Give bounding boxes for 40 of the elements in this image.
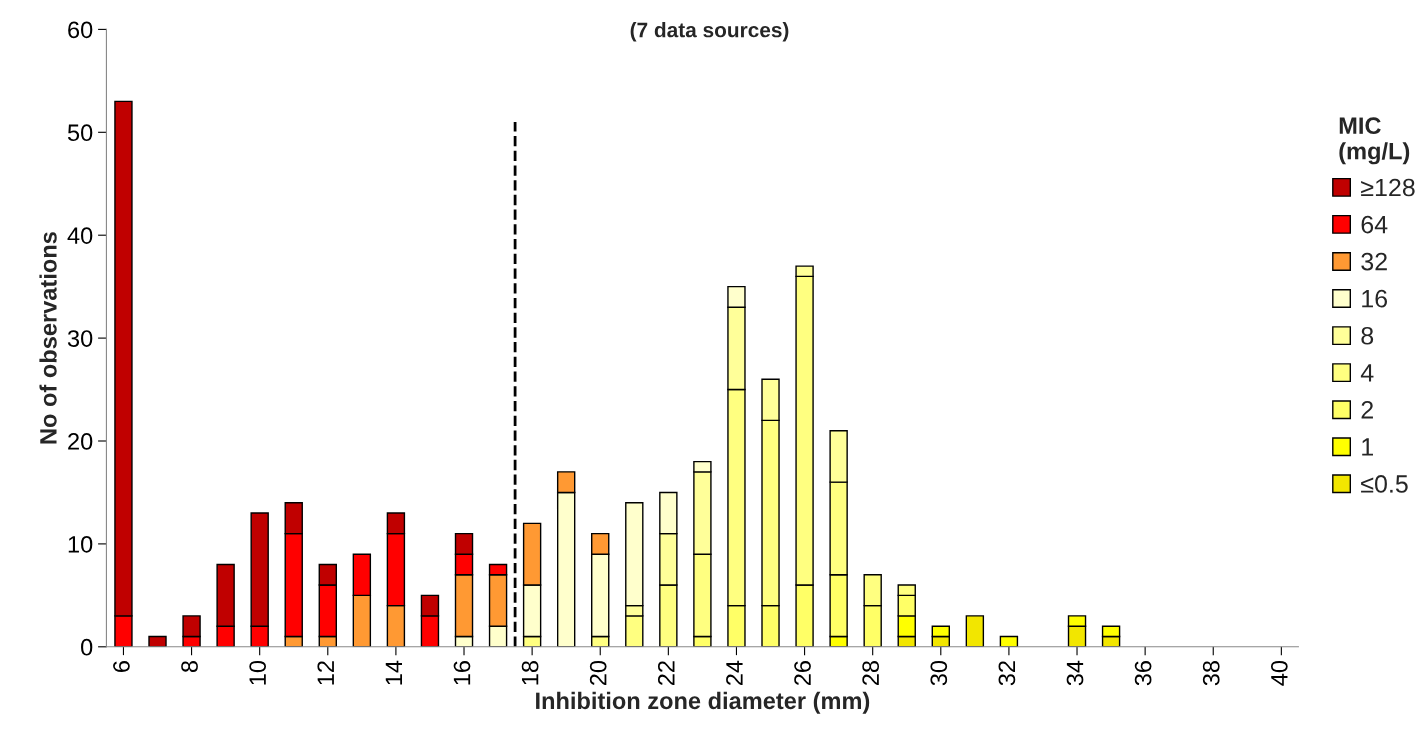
x-tick-label: 36 [1134, 661, 1152, 686]
x-tick-label: 32 [998, 661, 1016, 686]
legend-label: 64 [1361, 215, 1388, 234]
legend-label: 1 [1362, 438, 1373, 456]
x-tick-label: 34 [1066, 660, 1084, 686]
x-tick-label: 30 [930, 660, 948, 686]
legend-title: MIC (mg/L) [1339, 117, 1410, 165]
x-tick-label: 40 [1270, 660, 1288, 686]
y-tick-label: 60 [68, 21, 93, 39]
x-tick-label: 28 [862, 661, 880, 686]
y-tick-label: 50 [67, 124, 93, 142]
x-tick-label: 24 [726, 660, 743, 686]
x-tick-label: 16 [453, 661, 471, 685]
x-tick-label: 10 [249, 660, 267, 685]
x-tick-label: 18 [521, 661, 539, 685]
x-tick-label: 8 [181, 661, 198, 673]
y-tick-label: 20 [68, 433, 93, 450]
x-tick-label: 22 [657, 661, 675, 686]
y-tick-label: 10 [68, 535, 93, 553]
legend-label: 4 [1360, 364, 1374, 382]
legend-label: 16 [1362, 289, 1388, 308]
legend-label: ≥128 [1361, 178, 1415, 197]
legend-label: ≤0.5 [1361, 475, 1408, 493]
bar [148, 635, 167, 647]
x-axis-title: Inhibition zone diameter (mm) [536, 691, 870, 714]
legend-label: 32 [1361, 252, 1387, 271]
y-tick-label: 40 [67, 227, 93, 244]
x-tick-label: 26 [794, 661, 811, 686]
y-tick-label: 30 [67, 330, 93, 347]
x-tick-label: 12 [317, 661, 334, 685]
chart-subtitle: (7 data sources) [630, 22, 789, 42]
x-tick-label: 38 [1202, 661, 1220, 686]
legend-label: 8 [1361, 326, 1374, 345]
bar [965, 615, 985, 647]
y-axis-title: No of observations [39, 232, 57, 444]
x-tick-label: 20 [589, 660, 607, 686]
x-tick-label: 14 [385, 660, 403, 685]
x-tick-label: 6 [113, 661, 130, 672]
y-tick-label: 0 [81, 638, 93, 656]
legend-label: 2 [1361, 400, 1373, 419]
